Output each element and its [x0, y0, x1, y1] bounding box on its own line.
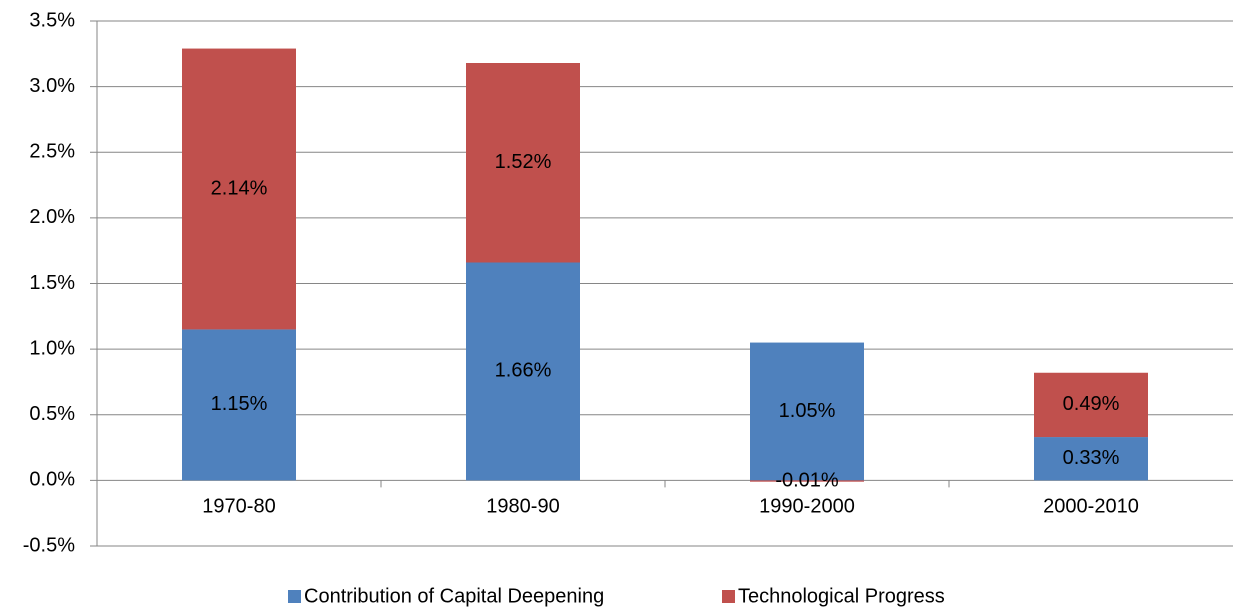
bar-segment	[1034, 372, 1148, 438]
data-label: 0.49%	[1063, 393, 1120, 415]
bar-segment	[1034, 437, 1148, 481]
bar-segment	[750, 342, 864, 481]
data-label: 1.52%	[495, 151, 552, 173]
x-tick-label: 1980-90	[486, 496, 559, 518]
legend-label: Technological Progress	[738, 585, 945, 607]
y-tick-label: 3.0%	[29, 75, 75, 97]
y-tick-label: 3.5%	[29, 9, 75, 31]
data-label: 1.66%	[495, 360, 552, 382]
y-tick-label: 0.5%	[29, 403, 75, 425]
y-tick-label: 0.0%	[29, 469, 75, 491]
bar-segment	[750, 480, 864, 482]
data-label: 2.14%	[211, 177, 268, 199]
bar-segment	[182, 48, 296, 330]
data-label: 1.15%	[211, 393, 268, 415]
y-tick-label: 2.0%	[29, 206, 75, 228]
data-label: 1.05%	[779, 400, 836, 422]
y-tick-label: 1.5%	[29, 272, 75, 294]
data-label: -0.01%	[775, 469, 839, 491]
bar-segment	[466, 262, 580, 481]
bar-segment	[466, 63, 580, 263]
bar-segment	[182, 329, 296, 481]
legend-swatch	[722, 590, 735, 603]
y-tick-label: -0.5%	[23, 534, 75, 556]
x-tick-label: 1970-80	[202, 496, 275, 518]
x-tick-label: 2000-2010	[1043, 496, 1139, 518]
x-tick-label: 1990-2000	[759, 496, 855, 518]
legend-swatch	[288, 590, 301, 603]
y-tick-label: 2.5%	[29, 141, 75, 163]
data-label: 0.33%	[1063, 447, 1120, 469]
y-tick-label: 1.0%	[29, 337, 75, 359]
legend-label: Contribution of Capital Deepening	[304, 585, 604, 607]
